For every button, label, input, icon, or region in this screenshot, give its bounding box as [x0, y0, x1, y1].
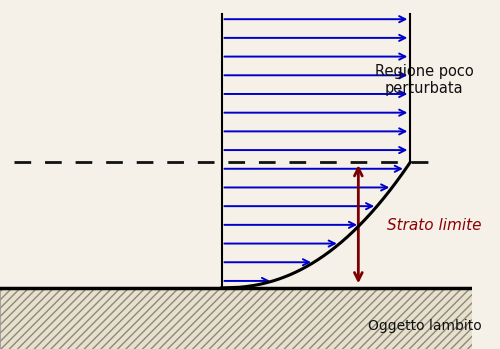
Text: Oggetto lambito: Oggetto lambito	[368, 319, 482, 333]
Text: Strato limite: Strato limite	[386, 218, 481, 232]
Text: Regione poco
perturbata: Regione poco perturbata	[375, 64, 474, 96]
Bar	[0, 288, 472, 349]
